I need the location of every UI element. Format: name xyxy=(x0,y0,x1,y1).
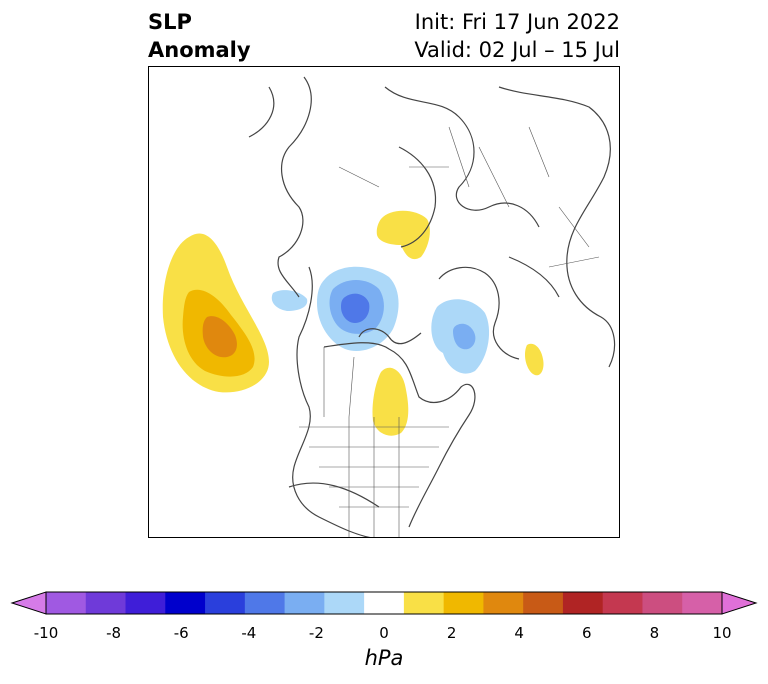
title-right: Init: Fri 17 Jun 2022 Valid: 02 Jul – 15… xyxy=(414,8,620,64)
colorbar-cell xyxy=(244,592,286,614)
colorbar-cell xyxy=(364,592,405,614)
colorbar-cell xyxy=(165,592,206,614)
colorbar-tick-label: 2 xyxy=(446,624,457,642)
colorbar-cell xyxy=(205,592,246,614)
negative-anomaly-center-core xyxy=(341,293,370,323)
colorbar-ticks: -10 -8 -6 -4 -2 0 2 4 6 8 10 xyxy=(0,624,768,644)
colorbar-tick-label: 10 xyxy=(712,624,732,642)
colorbar-cell xyxy=(85,592,127,614)
positive-anomaly-east xyxy=(525,343,544,376)
positive-anomaly-west-core xyxy=(202,316,237,358)
colorbar-cell xyxy=(125,592,166,614)
colorbar-tick-label: -4 xyxy=(241,624,257,642)
init-date: Init: Fri 17 Jun 2022 xyxy=(414,10,620,34)
negative-anomaly-west-small xyxy=(271,290,308,311)
colorbar-tick-label: 4 xyxy=(514,624,524,642)
colorbar-extend-right xyxy=(721,591,758,615)
colorbar-extend-left xyxy=(10,591,47,615)
colorbar-cell xyxy=(602,592,643,614)
colorbar-cell xyxy=(284,592,325,614)
negative-anomaly-east-core xyxy=(453,323,476,350)
title-left: SLP Anomaly xyxy=(148,8,251,64)
colorbar-frame xyxy=(45,591,723,615)
colorbar-cell xyxy=(324,592,365,614)
colorbar-cell xyxy=(642,592,683,614)
colorbar-tick-label: 8 xyxy=(649,624,660,642)
political-borders xyxy=(299,126,600,537)
colorbar-tick-label: -10 xyxy=(33,624,59,642)
colorbar-cell xyxy=(523,592,564,614)
positive-anomaly-canada xyxy=(372,367,409,436)
colorbar-cells xyxy=(46,592,723,614)
valid-range: Valid: 02 Jul – 15 Jul xyxy=(414,38,620,62)
anomaly-fields xyxy=(162,210,544,436)
colorbar-tick-label: -2 xyxy=(308,624,324,642)
colorbar-tick-label: -6 xyxy=(173,624,189,642)
positive-anomaly-north xyxy=(376,210,430,260)
colorbar-cell xyxy=(443,592,484,614)
colorbar-cell xyxy=(682,592,723,614)
colorbar-cell xyxy=(562,592,604,614)
colorbar-label: hPa xyxy=(364,646,404,670)
coastlines xyxy=(248,76,616,537)
colorbar-cell xyxy=(403,592,445,614)
colorbar-cell xyxy=(483,592,524,614)
map-svg xyxy=(162,76,616,537)
title-type: Anomaly xyxy=(148,38,251,62)
map-panel xyxy=(148,66,620,538)
colorbar-tick-label: 6 xyxy=(582,624,592,642)
colorbar-tick-label: 0 xyxy=(379,624,389,642)
colorbar-tick-label: -8 xyxy=(106,624,122,642)
colorbar xyxy=(10,591,758,615)
title-variable: SLP xyxy=(148,10,192,34)
colorbar-cell xyxy=(46,592,87,614)
